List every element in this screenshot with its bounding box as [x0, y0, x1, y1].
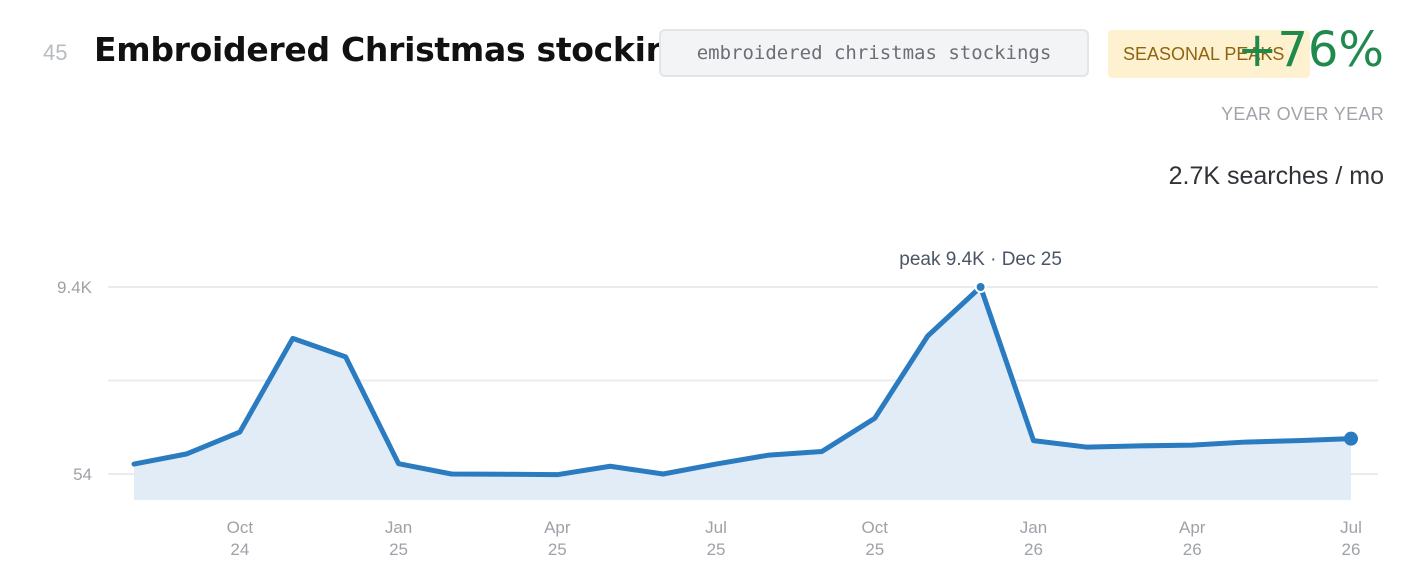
x-tick-month: Apr — [544, 518, 571, 537]
peak-marker — [974, 281, 987, 293]
x-tick-year: 25 — [865, 540, 884, 559]
x-tick-month: Oct — [227, 518, 254, 537]
search-volume: 2.7K searches / mo — [1168, 162, 1384, 190]
x-tick-month: Jul — [705, 518, 727, 537]
x-tick-month: Apr — [1179, 518, 1206, 537]
x-tick-year: 25 — [389, 540, 408, 559]
y-tick-label: 9.4K — [57, 278, 93, 297]
rank-number: 45 — [43, 40, 68, 65]
x-tick-month: Jan — [385, 518, 412, 537]
page-title: Embroidered Christmas stockings — [94, 30, 712, 69]
y-tick-label: 54 — [73, 465, 92, 484]
x-tick-month: Oct — [862, 518, 889, 537]
growth-percent: +76% — [1237, 22, 1384, 78]
series-line — [131, 284, 1354, 478]
area-fill — [134, 287, 1351, 500]
x-tick-month: Jan — [1020, 518, 1047, 537]
x-tick-month: Jul — [1340, 518, 1362, 537]
x-tick-year: 25 — [548, 540, 567, 559]
x-tick-year: 26 — [1183, 540, 1202, 559]
peak-label: peak 9.4K · Dec 25 — [899, 249, 1062, 270]
current-marker — [1344, 431, 1358, 446]
growth-caption: YEAR OVER YEAR — [1221, 104, 1384, 124]
x-tick-year: 25 — [707, 540, 726, 559]
keyword-chip[interactable]: embroidered christmas stockings — [659, 29, 1089, 77]
x-tick-year: 26 — [1342, 540, 1361, 559]
seasonal-badge: SEASONAL PEAKS — [1108, 30, 1310, 78]
x-tick-year: 26 — [1024, 540, 1043, 559]
x-tick-year: 24 — [230, 540, 249, 559]
